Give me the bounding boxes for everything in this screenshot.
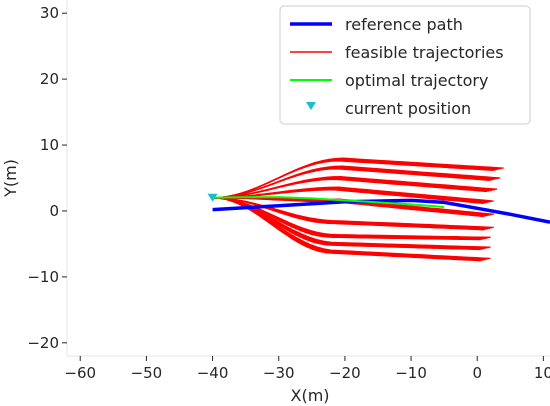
feasible-trajectory-line xyxy=(212,197,481,241)
reference-path-line xyxy=(212,198,550,224)
legend-position-label: current position xyxy=(345,99,471,118)
current-position-marker xyxy=(207,193,218,202)
x-axis-label: X(m) xyxy=(290,386,329,405)
x-tick-label: −20 xyxy=(329,364,361,382)
y-tick-label: 0 xyxy=(49,202,59,220)
legend-position-marker xyxy=(306,102,316,110)
y-tick-label: −20 xyxy=(27,334,59,352)
y-tick-label: 20 xyxy=(40,70,59,88)
y-tick-label: −10 xyxy=(27,268,59,286)
legend-optimal-label: optimal trajectory xyxy=(345,71,488,90)
x-tick-label: −10 xyxy=(395,364,427,382)
optimal-trajectory-line xyxy=(212,196,445,208)
legend: reference path feasible trajectories opt… xyxy=(279,5,531,125)
feasible-trajectory-line xyxy=(212,178,488,199)
feasible-trajectory-line xyxy=(212,160,494,199)
x-tick-label: −30 xyxy=(263,364,295,382)
feasible-trajectory-line xyxy=(212,189,484,205)
x-tick-label: 10 xyxy=(534,364,550,382)
x-tick-label: 0 xyxy=(472,364,482,382)
legend-feasible-label: feasible trajectories xyxy=(345,43,504,62)
x-tick-label: −60 xyxy=(64,364,96,382)
y-tick-label: 10 xyxy=(40,136,59,154)
y-tick-label: 30 xyxy=(40,4,59,22)
legend-box xyxy=(279,5,531,125)
feasible-trajectory-line xyxy=(212,168,491,199)
y-axis-label: Y(m) xyxy=(1,159,20,198)
x-tick-label: −50 xyxy=(131,364,163,382)
x-tick-label: −40 xyxy=(197,364,229,382)
legend-reference-label: reference path xyxy=(345,15,463,34)
feasible-trajectory-line xyxy=(212,197,481,262)
